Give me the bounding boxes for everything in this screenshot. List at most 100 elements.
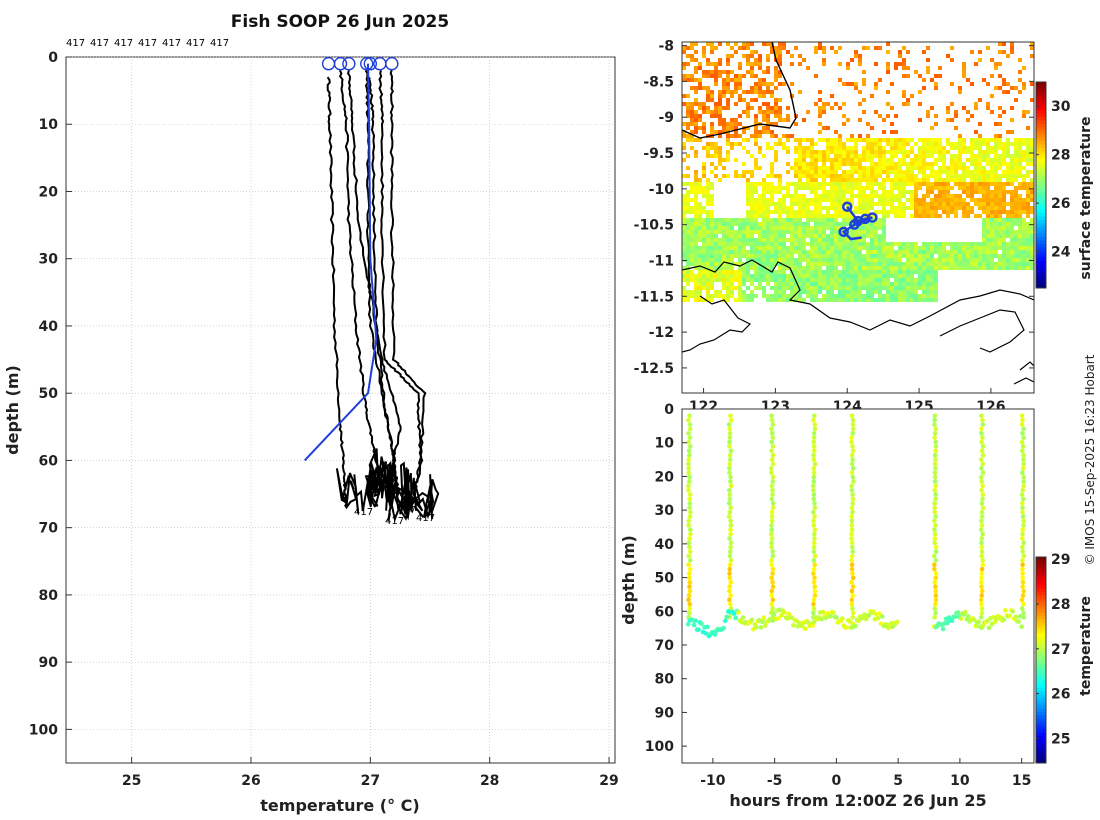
ts-point: [1021, 588, 1027, 594]
sst-cell: [942, 154, 946, 158]
sst-cell: [778, 294, 782, 298]
sst-cell: [766, 118, 770, 122]
sst-cell: [994, 206, 998, 210]
sst-cell: [874, 110, 878, 114]
sst-cell: [758, 230, 762, 234]
sst-cell: [782, 226, 786, 230]
sst-cell: [830, 150, 834, 154]
sst-cell: [746, 298, 750, 302]
sst-cell: [918, 74, 922, 78]
sst-cell: [1006, 190, 1010, 194]
sst-cell: [954, 146, 958, 150]
sst-cell: [902, 58, 906, 62]
sst-cell: [870, 270, 874, 274]
ts-xtick-label: 10: [950, 773, 970, 789]
sst-cell: [774, 242, 778, 246]
sst-cell: [846, 262, 850, 266]
map-ytick-label: -11.5: [634, 289, 674, 305]
sst-cell: [834, 146, 838, 150]
sst-cell: [994, 174, 998, 178]
sst-cell: [686, 250, 690, 254]
sst-cell: [726, 78, 730, 82]
sst-cell: [782, 146, 786, 150]
sst-cell: [826, 194, 830, 198]
sst-cell: [718, 118, 722, 122]
sst-cell: [854, 138, 858, 142]
sst-cell: [854, 210, 858, 214]
ts-colorbar-swatch: [1036, 611, 1046, 616]
sst-cell: [690, 110, 694, 114]
sst-cell: [1030, 178, 1034, 182]
sst-cell: [770, 190, 774, 194]
sst-cell: [722, 90, 726, 94]
sst-cell: [906, 154, 910, 158]
sst-cell: [726, 286, 730, 290]
ts-point: [811, 470, 817, 476]
sst-cell: [682, 290, 686, 294]
sst-cell: [786, 222, 790, 226]
sst-cell: [702, 298, 706, 302]
sst-cell: [926, 246, 930, 250]
sst-cell: [838, 242, 842, 246]
sst-cell: [822, 126, 826, 130]
sst-cell: [786, 230, 790, 234]
sst-cell: [778, 262, 782, 266]
sst-cell: [810, 142, 814, 146]
sst-cell: [682, 66, 686, 70]
sst-cell: [814, 178, 818, 182]
sst-cell: [738, 222, 742, 226]
sst-cell: [738, 114, 742, 118]
ts-point: [980, 452, 986, 458]
sst-cell: [754, 266, 758, 270]
sst-cell: [798, 294, 802, 298]
sst-cell: [922, 182, 926, 186]
sst-cell: [818, 214, 822, 218]
sst-cell: [986, 238, 990, 242]
sst-cell: [990, 182, 994, 186]
ts-colorbar-swatch: [1036, 684, 1046, 688]
sst-cell: [686, 114, 690, 118]
ts-point: [811, 444, 817, 449]
sst-cell: [938, 142, 942, 146]
sst-cell: [958, 90, 962, 94]
sst-cell: [974, 258, 978, 262]
sst-cell: [942, 254, 946, 258]
sst-cell: [750, 254, 754, 258]
profile-start-marker-4: [363, 57, 378, 71]
sst-cell: [862, 166, 866, 170]
sst-cell: [738, 218, 742, 222]
sst-cell: [1022, 230, 1026, 234]
sst-cell: [806, 282, 810, 286]
sst-cell: [902, 142, 906, 146]
ts-point: [820, 609, 826, 615]
sst-cell: [870, 126, 874, 130]
ts-point: [1020, 531, 1025, 537]
sst-cell: [766, 58, 770, 62]
ts-point: [1010, 609, 1016, 614]
sst-cell: [774, 122, 778, 126]
sst-cell: [818, 262, 822, 266]
sst-cell: [902, 282, 906, 286]
sst-cell: [846, 254, 850, 258]
sst-cell: [990, 230, 994, 234]
sst-cell: [918, 294, 922, 298]
sst-cell: [946, 138, 950, 142]
sst-cell: [890, 166, 894, 170]
ts-point: [727, 549, 733, 554]
ts-point: [779, 612, 784, 618]
sst-cell: [714, 102, 718, 106]
sst-cell: [830, 174, 834, 178]
sst-cell: [842, 190, 846, 194]
ts-xtick-label: 15: [1012, 773, 1031, 789]
sst-cell: [1002, 186, 1006, 190]
sst-cell: [866, 298, 870, 302]
ts-colorbar-swatch: [1036, 605, 1046, 609]
sst-cell: [826, 166, 830, 170]
sst-cell: [770, 50, 774, 54]
sst-cell: [770, 170, 774, 174]
ts-point: [728, 479, 733, 484]
ts-point: [728, 544, 733, 550]
sst-cell: [842, 82, 846, 86]
sst-cell: [982, 190, 986, 194]
